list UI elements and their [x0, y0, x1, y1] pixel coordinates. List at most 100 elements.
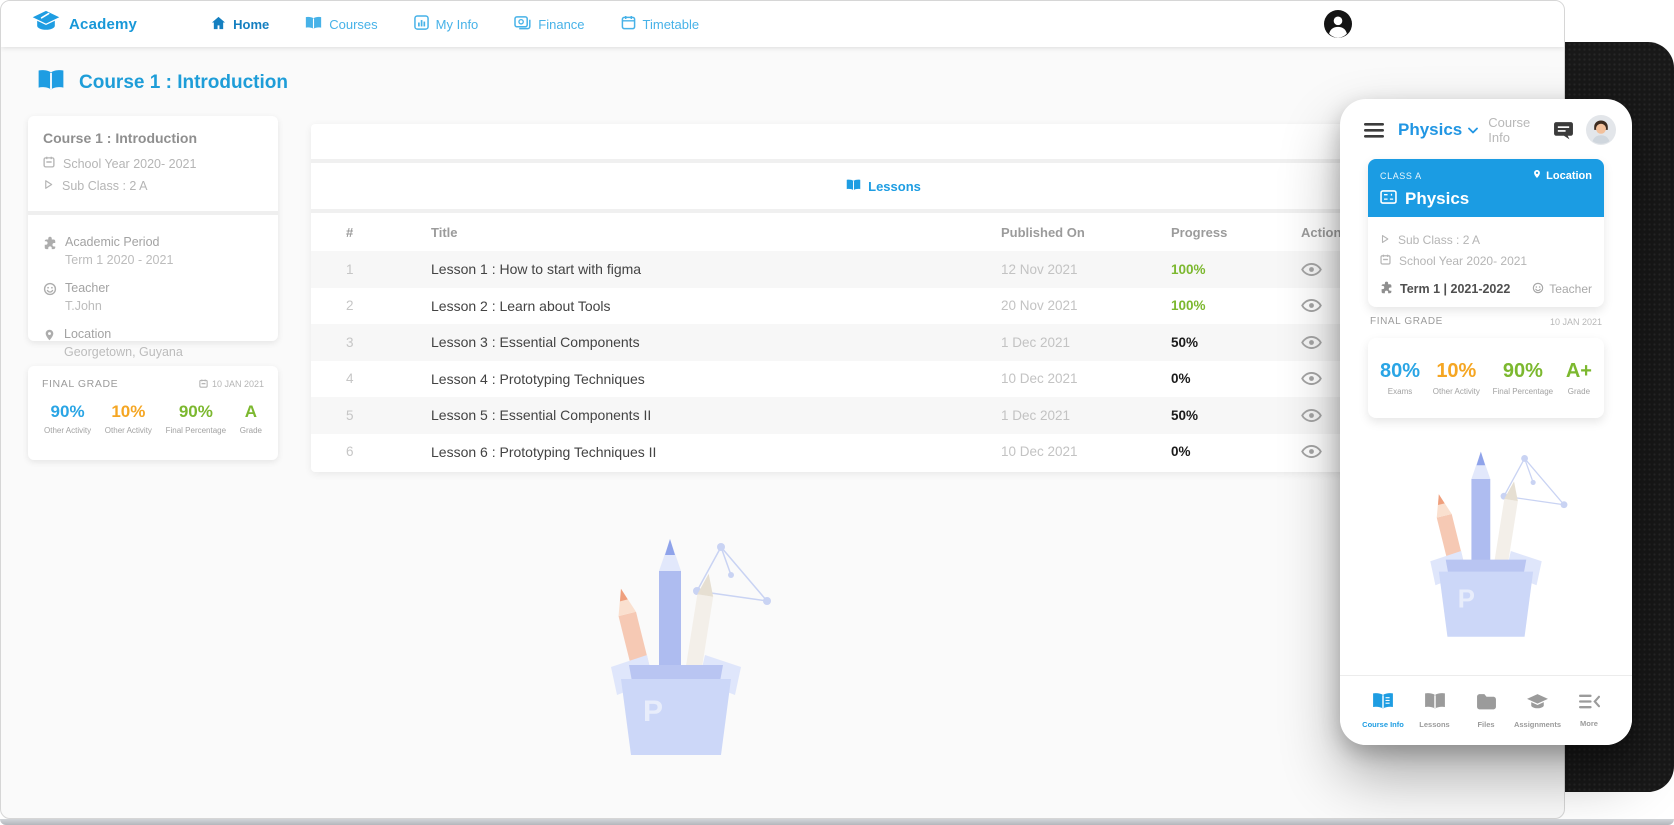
phone-bottom-nav: Course Info Lessons Files Assignments: [1340, 675, 1632, 745]
grade-value: A+: [1565, 360, 1592, 382]
bottom-nav-more[interactable]: More: [1566, 694, 1612, 728]
grade-item: A+ Grade: [1566, 360, 1592, 396]
cell-title: Lesson 1 : How to start with figma: [431, 261, 642, 278]
bottom-nav-assignments[interactable]: Assignments: [1514, 693, 1561, 729]
hamburger-menu-icon[interactable]: [1364, 122, 1384, 138]
nav-item-timetable[interactable]: Timetable: [621, 15, 700, 33]
cell-progress: 100%: [1171, 261, 1206, 277]
cell-num: 1: [346, 261, 354, 277]
location-link-label: Location: [1546, 169, 1592, 182]
book-open-icon: [37, 69, 65, 97]
col-actions: Actions: [1301, 224, 1349, 240]
class-label: CLASS A: [1380, 170, 1422, 181]
grade-label: Grade: [1567, 387, 1591, 396]
phone-mockup: Physics Course Info CLASS A: [1340, 99, 1632, 745]
grade-item: 80% Exams: [1380, 360, 1420, 396]
chart-icon: [413, 15, 429, 33]
chat-icon[interactable]: [1553, 121, 1574, 140]
phone-term: Term 1 | 2021-2022: [1400, 282, 1511, 296]
class-course-name: Physics: [1405, 189, 1470, 208]
grade-value: 90%: [1502, 360, 1543, 382]
nav-item-finance[interactable]: Finance: [514, 15, 585, 33]
grade-item: A Grade: [240, 402, 262, 435]
view-lesson-button[interactable]: [1301, 299, 1322, 313]
location-label: Location: [64, 327, 112, 341]
final-grade-title: FINAL GRADE: [42, 378, 119, 390]
table-row[interactable]: 4 Lesson 4 : Prototyping Techniques 10 D…: [311, 361, 1456, 398]
cell-published: 20 Nov 2021: [1001, 298, 1078, 314]
nav-label: Timetable: [642, 16, 700, 32]
grade-value: 90%: [50, 402, 85, 421]
nav-item-home[interactable]: Home: [211, 16, 269, 33]
cell-published: 10 Dec 2021: [1001, 444, 1078, 460]
course-page: Course 1 : Introduction Course 1 : Intro…: [1, 47, 1564, 818]
nav-label: Finance: [538, 16, 585, 32]
course-selector-label: Physics: [1398, 120, 1463, 139]
bottom-nav-course-info[interactable]: Course Info: [1360, 692, 1406, 729]
table-row[interactable]: 1 Lesson 1 : How to start with figma 12 …: [311, 251, 1456, 288]
cell-num: 5: [346, 407, 354, 423]
puzzle-icon: [1380, 281, 1393, 297]
view-lesson-button[interactable]: [1301, 262, 1322, 276]
course-selector[interactable]: Physics: [1398, 120, 1479, 140]
cell-progress: 50%: [1171, 407, 1199, 423]
nav-item-my-info[interactable]: My Info: [413, 15, 478, 33]
divider: [311, 209, 1456, 213]
phone-user-avatar[interactable]: [1586, 115, 1616, 145]
view-lesson-button[interactable]: [1301, 335, 1322, 349]
academic-period-value: Term 1 2020 - 2021: [65, 253, 174, 267]
cell-title: Lesson 5 : Essential Components II: [431, 407, 652, 424]
phone-page-label: Course Info: [1488, 115, 1531, 145]
cell-title: Lesson 2 : Learn about Tools: [431, 297, 611, 314]
bottom-nav-label: Lessons: [1419, 720, 1450, 729]
grade-item: 90% Final Percentage: [1493, 360, 1553, 396]
book-icon: [305, 16, 322, 33]
teacher-link[interactable]: Teacher: [1532, 282, 1592, 297]
col-progress: Progress: [1171, 224, 1228, 240]
cell-published: 1 Dec 2021: [1001, 407, 1071, 423]
location-pin-icon: [1532, 168, 1542, 183]
location-link[interactable]: Location: [1532, 168, 1592, 183]
tab-lessons[interactable]: Lessons: [846, 179, 921, 194]
table-row[interactable]: 6 Lesson 6 : Prototyping Techniques II 1…: [311, 434, 1456, 471]
grade-label: Other Activity: [1432, 387, 1480, 396]
view-lesson-button[interactable]: [1301, 408, 1322, 422]
book-open-icon: [846, 179, 861, 194]
grade-label: Other Activity: [44, 426, 92, 435]
calendar-icon: [199, 379, 208, 390]
table-header: # Title Published On Progress Actions: [311, 213, 1456, 251]
divider: [311, 159, 1456, 163]
cell-published: 10 Dec 2021: [1001, 371, 1078, 387]
view-lesson-button[interactable]: [1301, 445, 1322, 459]
course-info-card: Course 1 : Introduction School Year 2020…: [28, 116, 278, 359]
grade-value: 90%: [178, 402, 213, 421]
grade-label: Exams: [1387, 387, 1413, 396]
calendar-icon: [1380, 254, 1391, 268]
bottom-nav-lessons[interactable]: Lessons: [1412, 692, 1458, 729]
final-grade-date: 10 JAN 2021: [211, 379, 264, 389]
graduation-cap-icon: [31, 9, 61, 39]
finance-icon: [514, 15, 531, 33]
phone-final-grade-title: FINAL GRADE: [1370, 316, 1443, 327]
table-row[interactable]: 3 Lesson 3 : Essential Components 1 Dec …: [311, 324, 1456, 361]
page-title: Course 1 : Introduction: [37, 69, 288, 97]
bottom-nav-files[interactable]: Files: [1463, 693, 1509, 729]
bottom-nav-label: Course Info: [1362, 720, 1404, 729]
phone-sub-class: Sub Class : 2 A: [1398, 233, 1481, 247]
desktop-app-window: Academy Home Courses: [0, 0, 1565, 819]
svg-text:P: P: [643, 695, 663, 728]
book-icon: [1424, 692, 1446, 715]
academy-logo[interactable]: Academy: [31, 9, 137, 39]
table-row[interactable]: 2 Lesson 2 : Learn about Tools 20 Nov 20…: [311, 288, 1456, 325]
grade-label: Final Percentage: [1492, 387, 1554, 396]
play-triangle-icon: [43, 179, 54, 193]
grade-value: A: [244, 402, 257, 421]
top-navbar: Academy Home Courses: [1, 1, 1564, 47]
user-avatar[interactable]: [1324, 10, 1352, 38]
grade-item: 90% Final Percentage: [166, 402, 226, 435]
grade-item: 10% Other Activity: [1433, 360, 1480, 396]
view-lesson-button[interactable]: [1301, 372, 1322, 386]
nav-item-courses[interactable]: Courses: [305, 16, 378, 33]
table-row[interactable]: 5 Lesson 5 : Essential Components II 1 D…: [311, 397, 1456, 434]
brand-name: Academy: [69, 15, 138, 33]
